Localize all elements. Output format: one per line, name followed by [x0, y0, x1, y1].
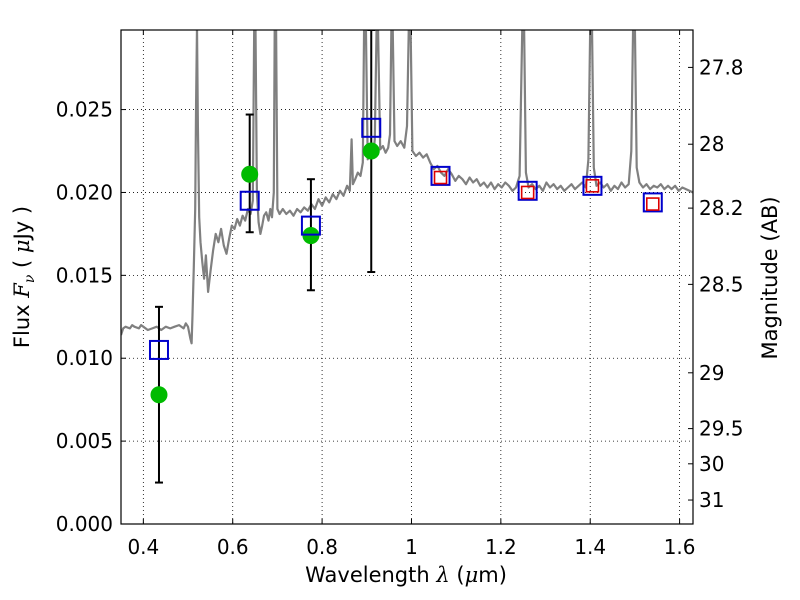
y2-axis-ticks: 27.8 28 28.2 28.5 29 29.5 30 31 — [688, 55, 744, 512]
observed-point — [241, 165, 259, 183]
y2-tick-label: 27.8 — [699, 55, 744, 79]
model-point — [642, 192, 663, 213]
x-tick-label: 0.8 — [306, 535, 338, 559]
y2-axis-label: Magnitude (AB) — [758, 196, 782, 359]
x-tick-label: 1.2 — [485, 535, 517, 559]
model-point — [582, 175, 603, 196]
error-bars — [154, 30, 376, 484]
model-point — [430, 165, 451, 186]
y2-tick-label: 31 — [699, 488, 724, 512]
observed-point — [362, 142, 380, 160]
y-axis-label: Flux Fν ( μJy ) — [10, 206, 38, 348]
y-tick-label: 0.025 — [56, 98, 113, 122]
x-tick-label: 0.4 — [127, 535, 159, 559]
x-tick-label: 1.4 — [574, 535, 606, 559]
model-point — [361, 117, 382, 138]
y-tick-label: 0.000 — [56, 512, 113, 536]
x-tick-label: 0.6 — [217, 535, 249, 559]
y2-tick-label: 28.5 — [699, 272, 744, 296]
y-tick-label: 0.020 — [56, 180, 113, 204]
model-point — [300, 215, 321, 236]
y-tick-label: 0.005 — [56, 429, 113, 453]
x-tick-label: 1 — [405, 535, 418, 559]
model-point-small — [433, 170, 448, 185]
model-point-small — [645, 197, 660, 211]
x-axis-ticks: 0.4 0.6 0.8 1 1.2 1.4 1.6 — [127, 30, 696, 559]
spectrum-line — [121, 30, 693, 345]
model-spectrum — [121, 30, 693, 345]
plot-frame — [120, 29, 694, 525]
model-point — [517, 180, 538, 201]
data-markers — [148, 117, 663, 404]
y-axis-ticks: 0.000 0.005 0.010 0.015 0.020 0.025 — [56, 98, 126, 536]
y2-tick-label: 30 — [699, 452, 724, 476]
observed-point — [150, 386, 168, 404]
y2-tick-label: 28.2 — [699, 196, 744, 220]
y2-tick-label: 28 — [699, 132, 724, 156]
model-point — [239, 190, 260, 211]
model-point-small — [520, 185, 535, 200]
y2-tick-label: 29 — [699, 361, 724, 385]
x-tick-label: 1.6 — [664, 535, 696, 559]
x-axis-label: Wavelength λ (μm) — [305, 563, 507, 587]
y2-tick-label: 29.5 — [699, 417, 744, 441]
y-tick-label: 0.010 — [56, 346, 113, 370]
model-point — [148, 339, 169, 360]
model-point-small — [585, 179, 600, 193]
y-tick-label: 0.015 — [56, 263, 113, 287]
